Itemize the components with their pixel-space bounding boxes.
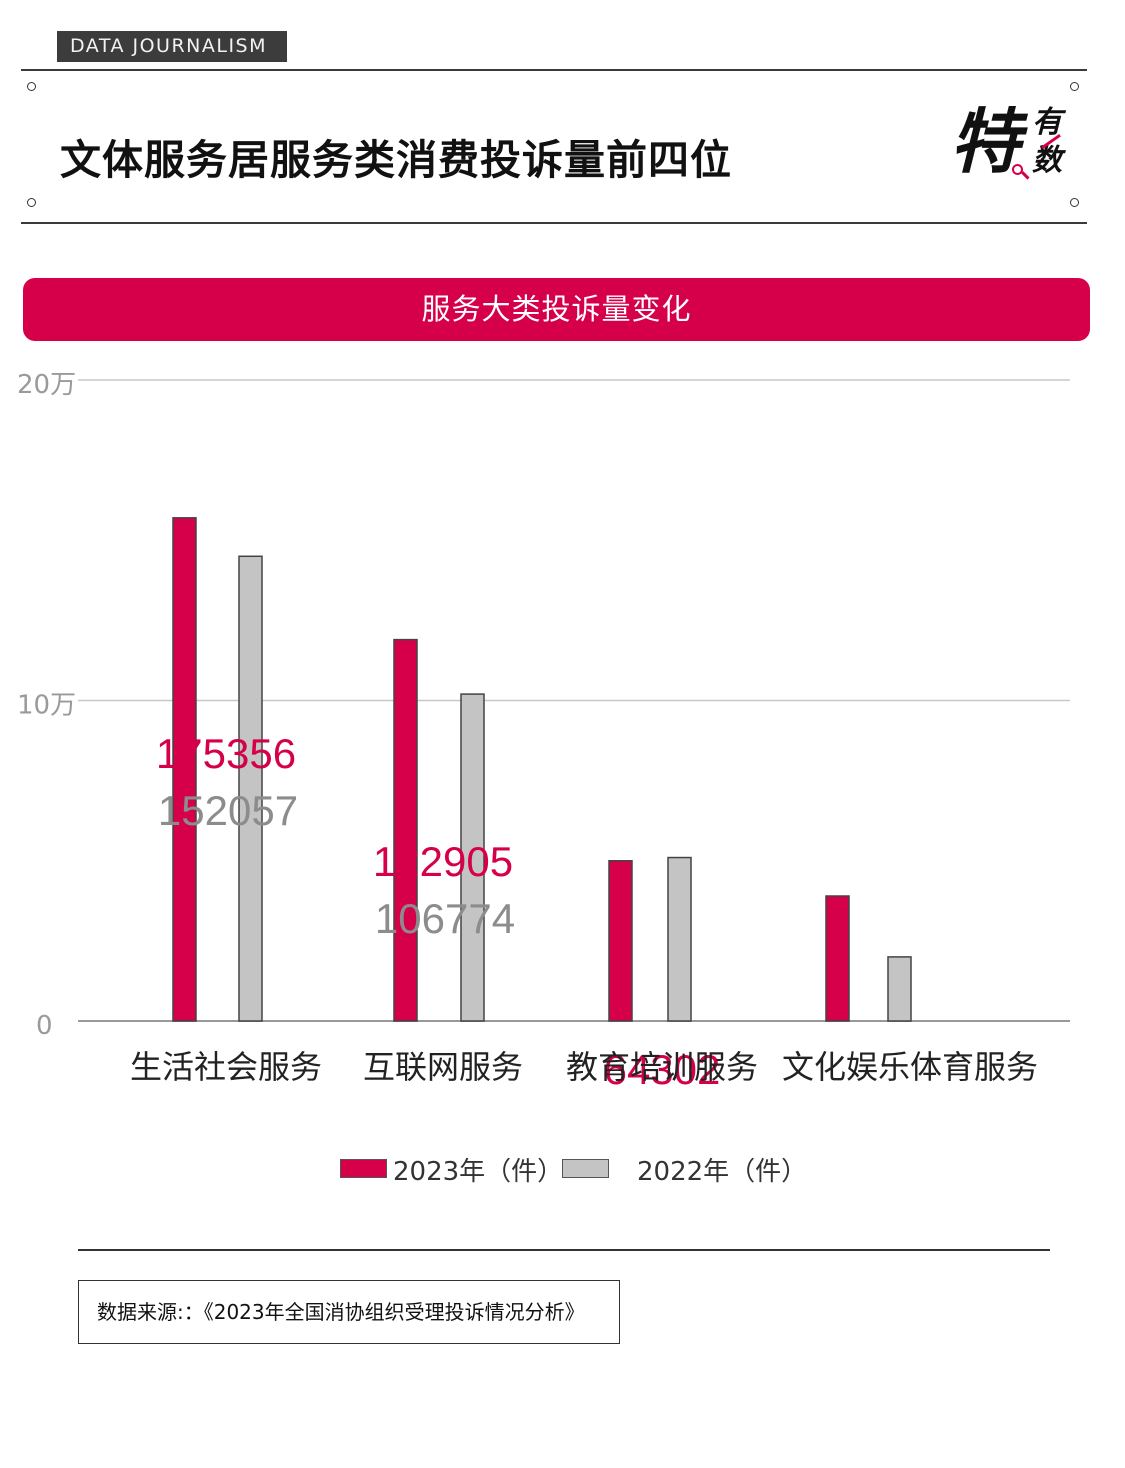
corner-dot (27, 198, 36, 207)
corner-dot (1070, 82, 1079, 91)
header-bottom-rule (21, 222, 1087, 224)
brand-logo: 特 有 数 (950, 100, 1070, 195)
legend-swatch-2022 (562, 1159, 609, 1178)
corner-dot (27, 82, 36, 91)
logo-text-main: 特 (950, 101, 1020, 183)
logo-text-bottom: 数 (1032, 143, 1062, 178)
footer-rule (78, 1249, 1050, 1251)
x-category-label: 文化娱乐体育服务 (782, 1048, 1038, 1086)
legend-swatch-2023 (340, 1159, 387, 1178)
data-source: 数据来源:：《2023年全国消协组织受理投诉情况分析》 (78, 1280, 620, 1344)
x-category-label: 生活社会服务 (130, 1048, 322, 1086)
corner-dot (1070, 198, 1079, 207)
bar-2023 (608, 860, 633, 1022)
bar-2022 (667, 856, 692, 1022)
chart-banner: 服务大类投诉量变化 (23, 278, 1090, 341)
legend-label-2022: 2022年（件） (637, 1157, 808, 1187)
header-top-rule (21, 69, 1087, 71)
legend-label-2023: 2023年（件） (393, 1157, 564, 1187)
bar-2023 (393, 638, 418, 1022)
bar-2023 (172, 517, 197, 1022)
x-category-label: 互联网服务 (363, 1048, 523, 1086)
data-label-2023: 58413 (852, 1101, 969, 1110)
y-tick-label: 20万 (17, 370, 76, 400)
chart-legend: 2023年（件） 2022年（件） (0, 1150, 1125, 1190)
bar-2023 (825, 895, 850, 1022)
bar-2022 (887, 956, 912, 1022)
page-title: 文体服务居服务类消费投诉量前四位 (60, 136, 732, 184)
logo-text-top: 有 (1032, 105, 1062, 140)
y-tick-label: 10万 (17, 691, 76, 721)
magnifier-icon (1012, 164, 1023, 175)
data-label-2023: 122905 (373, 838, 513, 885)
y-tick-label: 0 (36, 1011, 53, 1041)
bar-chart: 0 10万 20万 175356 152057 生活社会服务 122905 106774 互联网… (17, 370, 1070, 1110)
data-label-2022: 152057 (158, 787, 298, 834)
bar-2022 (238, 555, 263, 1022)
bar-2022 (460, 693, 485, 1022)
magnifier-handle (1021, 171, 1030, 180)
data-label-2023: 175356 (156, 730, 296, 777)
data-journalism-tag: DATA JOURNALISM (57, 31, 287, 62)
x-category-label: 教育培训服务 (566, 1048, 758, 1086)
data-label-2022: 106774 (375, 895, 515, 942)
data-label-2022: 69164 (606, 1103, 723, 1110)
data-label-2023: 64302 (604, 1046, 721, 1093)
